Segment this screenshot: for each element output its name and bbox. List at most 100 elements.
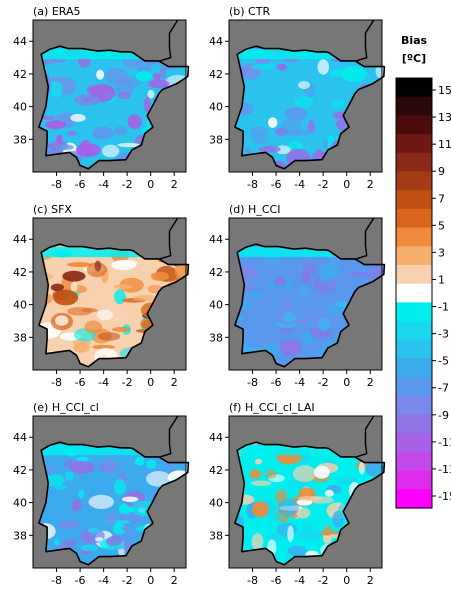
lon-tick-label: -4 xyxy=(294,574,305,587)
colorbar-swatch xyxy=(396,451,432,472)
lat-tick-label: 38 xyxy=(209,331,223,344)
lat-tick-label: 44 xyxy=(13,233,27,246)
colorbar-tick-label: 5 xyxy=(438,219,445,232)
panel-frame xyxy=(228,19,383,173)
lon-tick-label: 2 xyxy=(171,574,178,587)
border-line xyxy=(355,415,375,458)
lat-tick-label: 40 xyxy=(209,101,223,114)
lon-tick-label: -6 xyxy=(75,178,86,191)
lat-tick-label: 44 xyxy=(209,35,223,48)
colorbar-tick-label: -13 xyxy=(438,463,451,476)
panel-title: (a) ERA5 xyxy=(33,5,81,18)
map-panel: (a) ERA5 44 42 40 38 -8 -6 -4 -2 0 2 xyxy=(13,5,190,191)
lon-tick-label: -4 xyxy=(294,178,305,191)
lat-tick-label: 38 xyxy=(13,331,27,344)
lat-tick-label: 42 xyxy=(209,68,223,81)
colorbar-swatch xyxy=(396,152,432,173)
lon-tick-label: 2 xyxy=(367,376,374,389)
lat-tick-label: 44 xyxy=(13,35,27,48)
lon-tick-label: 0 xyxy=(147,376,154,389)
colorbar-frame xyxy=(395,77,433,509)
colorbar-tick-label: 11 xyxy=(438,138,451,151)
lon-tick-label: -8 xyxy=(247,574,258,587)
panel-frame xyxy=(32,19,187,173)
colorbar-swatch xyxy=(396,321,432,341)
colorbar-tick-label: 15 xyxy=(438,84,451,97)
lon-tick-label: 0 xyxy=(147,574,154,587)
lat-tick-label: 40 xyxy=(13,101,27,114)
lon-tick-label: -6 xyxy=(271,574,282,587)
lat-tick-label: 40 xyxy=(13,497,27,510)
lat-tick-label: 44 xyxy=(209,233,223,246)
lon-tick-label: -2 xyxy=(318,574,329,587)
border-line xyxy=(355,217,375,260)
lat-tick-label: 38 xyxy=(209,529,223,542)
colorbar-swatch xyxy=(396,302,432,322)
colorbar-tick-label: -9 xyxy=(438,409,449,422)
lon-tick-label: -8 xyxy=(247,376,258,389)
colorbar-swatch xyxy=(396,96,432,116)
colorbar-tick-label: -7 xyxy=(438,382,449,395)
lon-tick-label: 2 xyxy=(367,178,374,191)
coastline xyxy=(38,45,190,170)
colorbar-tick-label: 7 xyxy=(438,192,445,205)
lat-tick-label: 40 xyxy=(209,299,223,312)
panel-title: (d) H_CCI xyxy=(229,203,280,216)
lat-tick-label: 42 xyxy=(13,464,27,477)
coastline xyxy=(234,45,386,170)
colorbar-swatch xyxy=(396,395,432,416)
panel-frame xyxy=(228,217,383,371)
lat-tick-label: 40 xyxy=(209,497,223,510)
lon-tick-label: -4 xyxy=(294,376,305,389)
lon-tick-label: -2 xyxy=(122,178,133,191)
lon-tick-label: 0 xyxy=(343,178,350,191)
panel-frame xyxy=(32,217,187,371)
colorbar-swatch xyxy=(396,190,432,210)
colorbar-swatch xyxy=(396,227,432,247)
border-line xyxy=(355,19,375,62)
colorbar-swatch xyxy=(396,339,432,360)
lon-tick-label: -8 xyxy=(51,178,62,191)
coastline xyxy=(38,441,190,566)
colorbar-swatch xyxy=(396,171,432,191)
lat-tick-label: 44 xyxy=(13,431,27,444)
lon-tick-label: 0 xyxy=(147,178,154,191)
lat-tick-label: 38 xyxy=(209,133,223,146)
colorbar-title: Bias xyxy=(401,34,428,47)
colorbar-tick-label: 3 xyxy=(438,246,445,259)
lat-tick-label: 40 xyxy=(13,299,27,312)
panel-frame xyxy=(228,415,383,569)
map-panel: (f) H_CCI_cl_LAI 44 42 40 38 -8 -6 -4 -2 0 2 xyxy=(209,401,386,587)
panel-title: (c) SFX xyxy=(33,203,72,216)
lon-tick-label: -6 xyxy=(75,376,86,389)
lon-tick-label: 0 xyxy=(343,574,350,587)
lon-tick-label: -8 xyxy=(51,574,62,587)
panel-frame xyxy=(32,415,187,569)
coastline xyxy=(234,243,386,368)
lon-tick-label: -6 xyxy=(75,574,86,587)
panel-title: (f) H_CCI_cl_LAI xyxy=(229,401,315,414)
panel-title: (b) CTR xyxy=(229,5,270,18)
colorbar-tick-label: -1 xyxy=(438,301,449,314)
lon-tick-label: -8 xyxy=(51,376,62,389)
colorbar-tick-label: -15 xyxy=(438,490,451,503)
lon-tick-label: -2 xyxy=(122,376,133,389)
panel-title: (e) H_CCI_cl xyxy=(33,401,99,414)
lon-tick-label: -8 xyxy=(247,178,258,191)
colorbar-swatch xyxy=(396,208,432,229)
colorbar-tick-label: 13 xyxy=(438,111,451,124)
colorbar-tick-label: -5 xyxy=(438,355,449,368)
lat-tick-label: 38 xyxy=(13,133,27,146)
lon-tick-label: 2 xyxy=(171,178,178,191)
map-panel: (e) H_CCI_cl 44 42 40 38 -8 -6 -4 -2 0 2 xyxy=(13,401,190,587)
lon-tick-label: -2 xyxy=(318,376,329,389)
colorbar-swatch xyxy=(396,264,432,285)
map-panel: (b) CTR 44 42 40 38 -8 -6 -4 -2 0 2 xyxy=(209,5,386,191)
lon-tick-label: -6 xyxy=(271,178,282,191)
colorbar-swatch xyxy=(396,283,432,303)
colorbar-swatch xyxy=(396,358,432,378)
coastline xyxy=(38,243,190,368)
lon-tick-label: -4 xyxy=(98,574,109,587)
border-line xyxy=(159,217,179,260)
lon-tick-label: 2 xyxy=(171,376,178,389)
